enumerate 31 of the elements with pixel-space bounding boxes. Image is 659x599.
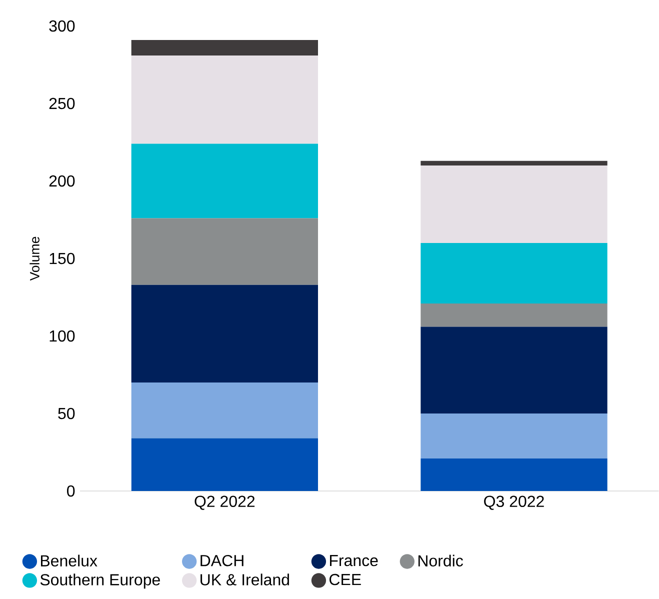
bar xyxy=(420,160,608,166)
bar xyxy=(131,438,318,491)
y-tick-label: 250 xyxy=(49,98,75,110)
x-tick-label: Q3 2022 xyxy=(484,496,544,510)
y-tick-label: 150 xyxy=(50,252,75,264)
y-axis-title: Volume xyxy=(30,236,40,281)
bar xyxy=(131,55,318,144)
y-tick-label: 300 xyxy=(49,20,75,32)
legend-label: Southern Europe xyxy=(40,574,160,589)
legend-label: Nordic xyxy=(418,554,463,566)
bar xyxy=(131,218,318,285)
bar xyxy=(131,284,318,382)
y-tick-label: 50 xyxy=(58,408,75,420)
legend-label: UK & Ireland xyxy=(200,574,289,586)
legend-label: Benelux xyxy=(41,554,98,566)
y-tick-label: 100 xyxy=(50,330,75,342)
bar xyxy=(131,40,318,56)
bar xyxy=(131,144,318,218)
bar xyxy=(420,165,608,243)
y-tick-label: 0 xyxy=(67,485,75,497)
y-tick-label: 200 xyxy=(49,175,75,187)
legend-label: CEE xyxy=(330,574,361,586)
bar xyxy=(420,414,608,458)
bar xyxy=(420,458,608,491)
legend-label: DACH xyxy=(200,554,244,566)
legend-label: France xyxy=(330,555,378,566)
bar xyxy=(420,303,608,327)
bar xyxy=(131,382,318,438)
bar xyxy=(420,242,608,304)
x-tick-label: Q2 2022 xyxy=(194,496,255,510)
bar xyxy=(420,326,608,414)
